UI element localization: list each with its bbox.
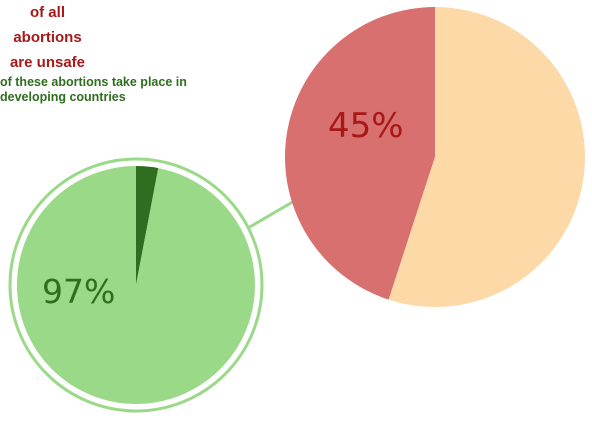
unsafe-share-pie	[284, 6, 585, 307]
developing-percent-label: 97%	[42, 272, 116, 311]
pie-slice-1	[16, 165, 255, 404]
unsafe-description: of all abortions are unsafe	[9, 4, 86, 71]
unsafe-percent-label: 45%	[328, 106, 404, 146]
pie-slice-0	[284, 6, 435, 300]
connector-line	[247, 198, 297, 230]
developing-share-pie	[16, 165, 255, 404]
developing-description: of these abortions take place in develop…	[0, 75, 187, 104]
pie-slice-0	[136, 166, 159, 285]
pie-slice-1	[388, 7, 585, 307]
